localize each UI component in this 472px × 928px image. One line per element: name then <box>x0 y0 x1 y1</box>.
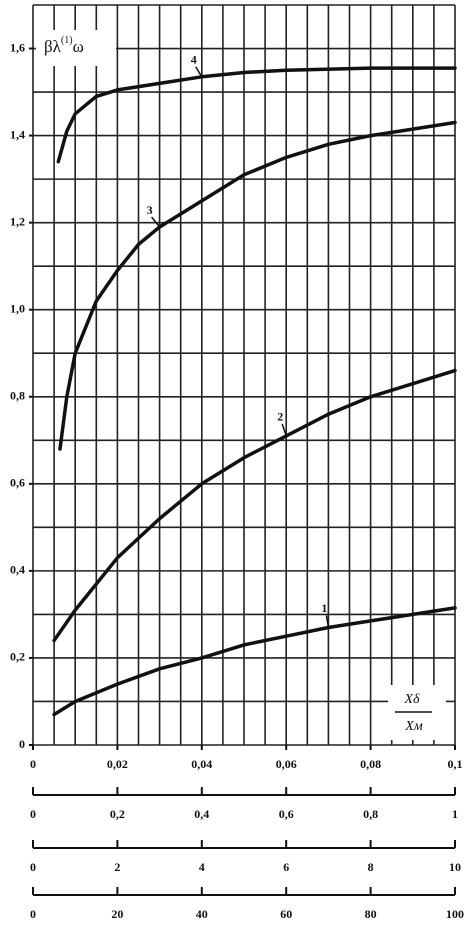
y-tick-label: 0,4 <box>10 563 25 577</box>
y-tick-label: 1,0 <box>10 301 25 315</box>
secondary-x-tick-label: 8 <box>368 860 374 874</box>
secondary-x-tick-label: 0,6 <box>279 807 294 821</box>
secondary-x-tick-label: 0 <box>30 907 36 921</box>
curve-label: 2 <box>277 410 283 424</box>
curve-label: 4 <box>191 53 197 67</box>
label-box <box>36 30 116 66</box>
secondary-x-tick-label: 4 <box>199 860 205 874</box>
secondary-x-tick-label: 60 <box>280 907 292 921</box>
y-tick-label: 1,2 <box>10 214 25 228</box>
curve <box>52 606 457 717</box>
curve-label-leader <box>195 66 203 78</box>
secondary-x-tick-label: 0 <box>30 860 36 874</box>
y-tick-label: 0,2 <box>10 650 25 664</box>
x-label-denominator: Xм <box>404 719 423 734</box>
x-tick-label: 0 <box>30 757 36 771</box>
curve-label-leader <box>281 423 287 437</box>
curve <box>52 368 457 643</box>
curve-label: 3 <box>147 203 153 217</box>
secondary-x-tick-label: 2 <box>114 860 120 874</box>
y-label-main: βλ <box>44 37 62 56</box>
y-tick-label: 0 <box>19 737 25 751</box>
x-tick-label: 0,1 <box>448 757 463 771</box>
secondary-x-tick-label: 6 <box>283 860 289 874</box>
curve <box>58 120 457 451</box>
secondary-x-tick-label: 20 <box>111 907 123 921</box>
y-label-tail: ω <box>73 37 84 56</box>
y-axis-label: βλ(1)ω <box>44 35 84 56</box>
curve-label-leader <box>151 216 161 228</box>
y-tick-label: 1,4 <box>10 127 25 141</box>
secondary-x-tick-label: 0,8 <box>363 807 378 821</box>
secondary-x-tick-label: 1 <box>452 807 458 821</box>
x-tick-label: 0,04 <box>191 757 212 771</box>
y-tick-label: 1,6 <box>10 40 25 54</box>
secondary-x-tick-label: 0,2 <box>110 807 125 821</box>
secondary-x-tick-label: 10 <box>449 860 461 874</box>
x-label-numerator: Xδ <box>403 692 420 707</box>
secondary-x-tick-label: 40 <box>196 907 208 921</box>
curve-label: 1 <box>321 601 327 615</box>
x-tick-label: 0,08 <box>360 757 381 771</box>
y-label-sup: (1) <box>61 35 73 46</box>
secondary-x-tick-label: 100 <box>446 907 464 921</box>
y-tick-label: 0,6 <box>10 476 25 490</box>
secondary-x-tick-label: 0 <box>30 807 36 821</box>
secondary-x-tick-label: 80 <box>365 907 377 921</box>
x-tick-label: 0,06 <box>276 757 297 771</box>
y-tick-label: 0,8 <box>10 389 25 403</box>
curve <box>56 66 457 164</box>
secondary-x-tick-label: 0,4 <box>194 807 209 821</box>
x-tick-label: 0,02 <box>107 757 128 771</box>
curve-label-leader <box>325 615 330 628</box>
